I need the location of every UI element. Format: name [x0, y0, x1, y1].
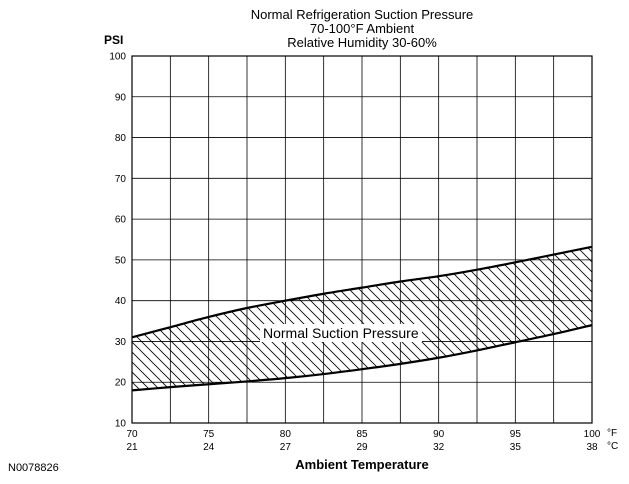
x-unit-celsius: °C [607, 441, 619, 452]
lower-limit-line [131, 324, 593, 392]
y-tick-label: 80 [115, 133, 127, 144]
x-tick-labels: 70 21 75 24 80 27 85 29 90 32 95 35 100 38 [126, 429, 600, 453]
upper-limit-line [131, 245, 593, 339]
y-tick-label: 10 [115, 419, 127, 430]
x-tick-label-fahrenheit: 90 [433, 429, 445, 440]
x-tick-label-fahrenheit: 80 [280, 429, 292, 440]
x-tick-label-celsius: 29 [356, 442, 368, 453]
chart-title-line-2: 70-100°F Ambient [309, 21, 415, 36]
y-tick-label: 100 [109, 52, 126, 63]
plot-frame [131, 55, 593, 424]
y-tick-label: 20 [115, 378, 127, 389]
y-axis-label: PSI [104, 33, 124, 47]
chart-title-line-3: Relative Humidity 30-60% [287, 35, 437, 50]
x-tick-label-celsius: 32 [433, 442, 445, 453]
x-axis-label: Ambient Temperature [295, 457, 429, 472]
y-tick-labels: 10 20 30 40 50 60 70 80 90 100 [109, 52, 126, 430]
x-tick-label-fahrenheit: 95 [510, 429, 522, 440]
x-tick-label-fahrenheit: 75 [203, 429, 215, 440]
x-tick-label-celsius: 27 [280, 442, 292, 453]
y-tick-label: 60 [115, 215, 127, 226]
x-tick-label-celsius: 21 [126, 442, 138, 453]
y-tick-label: 50 [115, 255, 127, 266]
x-tick-label-celsius: 38 [586, 442, 598, 453]
y-tick-label: 90 [115, 92, 127, 103]
x-tick-label-celsius: 24 [203, 442, 215, 453]
x-tick-label-fahrenheit: 70 [126, 429, 138, 440]
normal-pressure-band [132, 246, 592, 391]
x-tick-label-fahrenheit: 85 [356, 429, 368, 440]
y-tick-label: 40 [115, 296, 127, 307]
figure-id: N0078826 [8, 462, 59, 474]
chart-title-line-1: Normal Refrigeration Suction Pressure [250, 7, 474, 22]
band-label: Normal Suction Pressure [260, 324, 422, 342]
y-tick-label: 70 [115, 174, 127, 185]
x-tick-label-fahrenheit: 100 [584, 429, 601, 440]
x-unit-fahrenheit: °F [607, 428, 618, 439]
x-tick-label-celsius: 35 [510, 442, 522, 453]
y-tick-label: 30 [115, 337, 127, 348]
